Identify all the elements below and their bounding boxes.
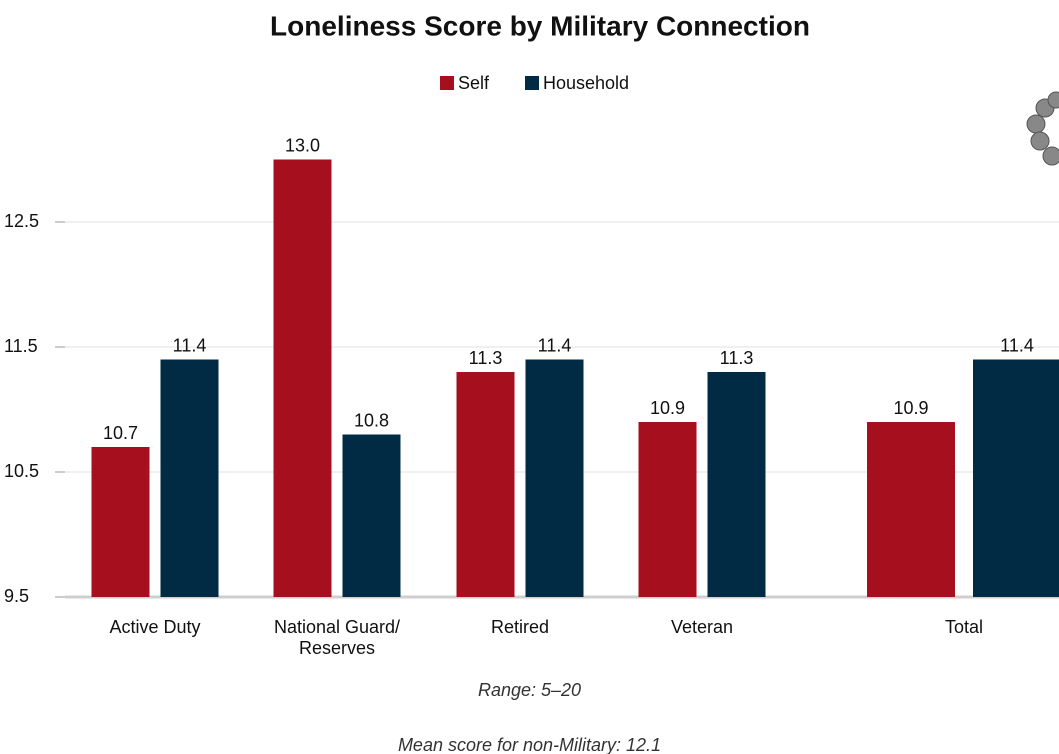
bar (273, 159, 332, 597)
value-label: 11.4 (173, 335, 207, 355)
value-label: 11.4 (538, 335, 572, 355)
legend-label: Household (543, 73, 629, 93)
bar (342, 434, 401, 597)
y-tick-label: 12.5 (4, 211, 39, 231)
value-label: 10.9 (650, 398, 685, 418)
y-tick-label: 10.5 (4, 461, 39, 481)
bar (973, 359, 1059, 597)
bar (525, 359, 584, 597)
bar (638, 422, 697, 597)
annotation: Range: 5–20 (477, 680, 582, 700)
bar (456, 372, 515, 597)
x-tick-label: Total (944, 617, 984, 637)
value-label: 13.0 (285, 135, 320, 155)
chart-title: Loneliness Score by Military Connection (270, 10, 810, 41)
annotation: Mean score for non-Military: 12.1 (397, 735, 662, 754)
x-tick-label: National Guard/ Reserves (273, 617, 401, 658)
x-tick-label: Active Duty (109, 617, 201, 637)
bar (707, 372, 766, 597)
value-label: 11.3 (469, 348, 503, 368)
bar (91, 447, 150, 597)
y-tick-label: 11.5 (4, 336, 38, 356)
decoration (1026, 91, 1059, 166)
bar (867, 422, 955, 597)
x-tick-label: Veteran (670, 617, 734, 637)
value-label: 10.9 (893, 398, 928, 418)
value-label: 10.8 (354, 410, 389, 430)
value-label: 10.7 (103, 423, 138, 443)
value-label: 11.3 (720, 348, 754, 368)
x-tick-label: Retired (490, 617, 550, 637)
legend-swatch (525, 76, 539, 90)
value-label: 11.4 (1000, 335, 1034, 355)
legend-label: Self (458, 73, 490, 93)
bar (160, 359, 219, 597)
y-tick-label: 9.5 (4, 586, 29, 606)
legend-swatch (440, 76, 454, 90)
